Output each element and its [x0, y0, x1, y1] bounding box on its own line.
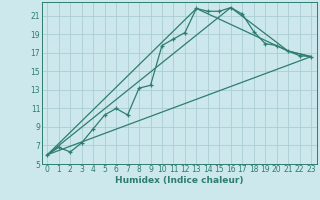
X-axis label: Humidex (Indice chaleur): Humidex (Indice chaleur): [115, 176, 244, 185]
